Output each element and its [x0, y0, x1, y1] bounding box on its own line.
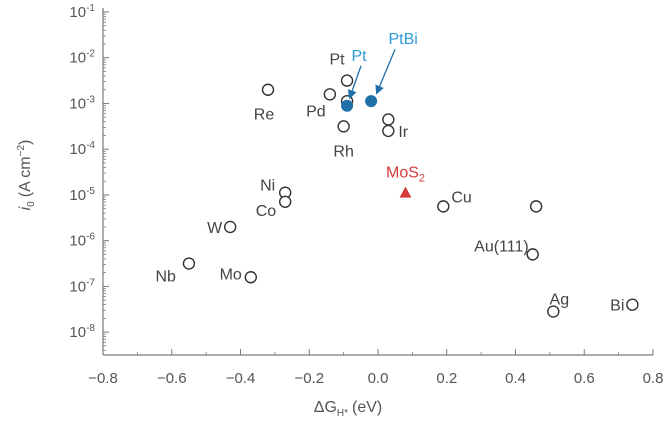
point-label: Mo: [220, 266, 242, 283]
x-tick-label: −0.6: [157, 370, 187, 387]
point-label: Ni: [260, 178, 275, 195]
y-tick-label: 10-7: [69, 277, 95, 295]
x-tick-label: 0.6: [574, 370, 595, 387]
pointer-arrow: [375, 48, 396, 95]
data-point: [526, 248, 539, 261]
x-axis-title: ΔGH* (eV): [314, 399, 383, 419]
point-label: PtBi: [388, 31, 417, 48]
data-point: [437, 200, 450, 213]
point-label: Rh: [333, 143, 353, 160]
point-label: Re: [254, 107, 275, 124]
point-label: Au(111): [474, 238, 529, 255]
data-point-triangle: [399, 186, 412, 198]
x-tick-label: −0.8: [88, 370, 118, 387]
point-label: W: [207, 220, 223, 237]
x-tick-label: −0.2: [294, 370, 324, 387]
data-point: [529, 200, 543, 213]
data-point: [337, 120, 350, 133]
point-label: Pd: [306, 103, 326, 120]
x-tick-label: 0.4: [505, 370, 526, 387]
point-label: Ag: [550, 292, 570, 309]
y-tick-label: 10-4: [69, 140, 95, 158]
point-label: Co: [256, 203, 277, 220]
data-points: [182, 74, 639, 318]
point-label: Bi: [610, 298, 624, 315]
data-point: [244, 271, 258, 284]
data-point: [626, 298, 639, 311]
data-point: [223, 220, 237, 234]
axes: [102, 8, 654, 356]
point-label: Pt: [330, 52, 346, 69]
data-point: [278, 195, 292, 208]
y-tick-label: 10-3: [69, 94, 95, 112]
data-point: [382, 113, 395, 126]
y-tick-label: 10-8: [69, 323, 95, 341]
data-point-highlight: [341, 99, 354, 112]
point-labels: Pt Re Pd Rh Ir Ni Co W Nb Mo Cu Au(111) Ag Bi Pt PtBi Mo…: [155, 31, 624, 315]
point-label: Ir: [398, 124, 408, 141]
data-point: [340, 74, 354, 87]
point-label: MoS2: [386, 165, 425, 185]
data-point: [323, 88, 337, 101]
data-point: [547, 305, 560, 318]
y-tick-label: 10-6: [69, 232, 95, 250]
arrows: [347, 48, 396, 100]
y-tick-label: 10-5: [69, 186, 95, 204]
y-tick-labels: 10-1 10-2 10-3 10-4 10-5 10-6 10-7 10-8: [69, 3, 95, 341]
y-tick-label: 10-1: [69, 3, 95, 21]
x-tick-label: 0.2: [436, 370, 457, 387]
y-axis-title: i0(A cm−2): [16, 140, 37, 211]
x-tick-labels: −0.8 −0.6 −0.4 −0.2 0.0 0.2 0.4 0.6 0.8: [88, 370, 663, 387]
point-label: Pt: [352, 48, 368, 65]
pointer-arrow: [347, 65, 362, 100]
y-tick-label: 10-2: [69, 49, 95, 67]
data-point: [261, 83, 275, 96]
data-point: [382, 124, 395, 138]
data-point-highlight: [365, 95, 378, 108]
x-tick-label: −0.4: [226, 370, 256, 387]
data-point: [182, 257, 196, 270]
x-tick-label: 0.0: [368, 370, 389, 387]
x-tick-label: 0.8: [643, 370, 664, 387]
point-label: Cu: [451, 189, 471, 206]
point-label: Nb: [155, 269, 176, 286]
